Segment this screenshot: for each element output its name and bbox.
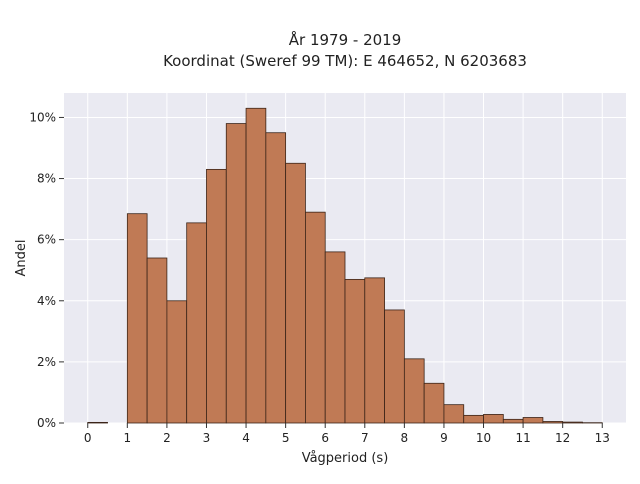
histogram-bar: [543, 421, 563, 423]
histogram-bar: [503, 419, 523, 423]
histogram-bar: [385, 310, 405, 423]
histogram-bar: [365, 278, 385, 423]
y-tick-label: 2%: [37, 355, 56, 369]
histogram-bar: [325, 252, 345, 423]
x-tick-label: 2: [163, 431, 171, 445]
y-tick-label: 6%: [37, 233, 56, 247]
histogram-bar: [424, 383, 444, 423]
x-tick-label: 6: [321, 431, 329, 445]
histogram-bar: [88, 422, 108, 423]
x-tick-label: 10: [476, 431, 491, 445]
x-tick-label: 4: [242, 431, 250, 445]
y-tick-label: 8%: [37, 172, 56, 186]
histogram-bar: [464, 415, 484, 423]
y-axis-label: Andel: [14, 240, 29, 277]
x-tick-label: 9: [440, 431, 448, 445]
histogram-bar: [167, 301, 187, 423]
chart-title-line-2: Koordinat (Sweref 99 TM): E 464652, N 62…: [163, 52, 527, 70]
x-tick-label: 0: [84, 431, 92, 445]
histogram-bar: [246, 108, 266, 423]
x-tick-label: 5: [282, 431, 290, 445]
x-axis-label: Vågperiod (s): [302, 451, 389, 466]
histogram-bar: [404, 359, 424, 423]
y-tick-label: 4%: [37, 294, 56, 308]
histogram-bar: [187, 223, 207, 423]
x-tick-label: 12: [555, 431, 570, 445]
histogram-bar: [345, 279, 365, 423]
x-tick-label: 11: [515, 431, 530, 445]
x-tick-label: 7: [361, 431, 369, 445]
histogram-bar: [286, 163, 306, 423]
histogram-bar: [305, 212, 325, 423]
histogram-bar: [266, 133, 286, 423]
x-tick-label: 8: [401, 431, 409, 445]
histogram-bar: [444, 405, 464, 423]
y-tick-label: 0%: [37, 416, 56, 430]
histogram-bar: [523, 418, 543, 424]
x-tick-label: 1: [124, 431, 132, 445]
x-tick-label: 13: [595, 431, 610, 445]
x-tick-label: 3: [203, 431, 211, 445]
y-axis-ticks: 0% 2% 4% 6% 8% 10%: [29, 110, 64, 430]
chart-title-line-1: År 1979 - 2019: [289, 30, 402, 49]
histogram-bar: [226, 124, 246, 423]
histogram-bar: [484, 414, 504, 423]
histogram-bar: [127, 214, 147, 423]
histogram-bar: [563, 422, 583, 423]
y-tick-label: 10%: [29, 110, 56, 124]
histogram-bar: [147, 258, 167, 423]
histogram-bar: [206, 169, 226, 423]
